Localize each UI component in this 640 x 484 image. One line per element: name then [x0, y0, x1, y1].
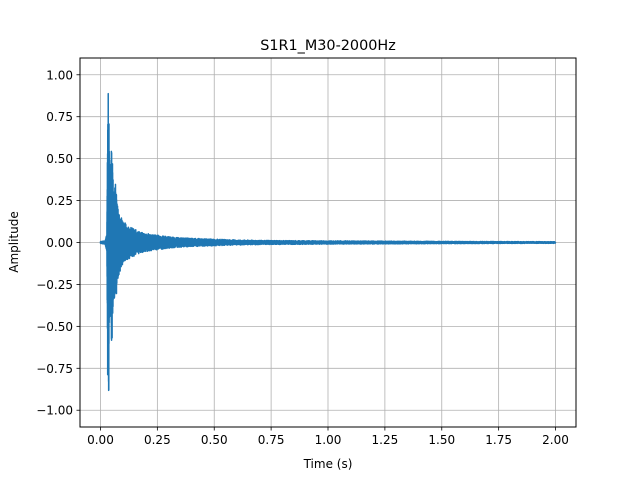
x-tick-label: 2.00 — [542, 433, 569, 447]
y-tick-label: −1.00 — [36, 404, 73, 418]
y-tick-label: 0.25 — [46, 194, 73, 208]
waveform-line — [99, 92, 557, 392]
x-axis-ticks: 0.00 0.25 0.50 0.75 1.00 1.25 1.50 1.75 2.00 — [87, 427, 569, 447]
x-tick-label: 1.00 — [315, 433, 342, 447]
y-tick-label: 0.00 — [46, 236, 73, 250]
x-tick-label: 0.50 — [201, 433, 228, 447]
chart-title: S1R1_M30-2000Hz — [260, 38, 396, 54]
x-axis-label: Time (s) — [303, 457, 353, 471]
x-tick-label: 0.00 — [87, 433, 114, 447]
plot-area — [99, 92, 557, 392]
y-tick-label: 0.50 — [46, 152, 73, 166]
x-tick-label: 1.25 — [372, 433, 399, 447]
y-axis-label: Amplitude — [7, 211, 21, 273]
y-tick-label: −0.50 — [36, 320, 73, 334]
x-tick-label: 1.50 — [428, 433, 455, 447]
x-tick-label: 1.75 — [485, 433, 512, 447]
y-axis-ticks: −1.00 −0.75 −0.50 −0.25 0.00 0.25 0.50 0.75 1.00 — [36, 68, 80, 418]
y-tick-label: −0.25 — [36, 278, 73, 292]
y-tick-label: 0.75 — [46, 110, 73, 124]
y-tick-label: −0.75 — [36, 362, 73, 376]
y-tick-label: 1.00 — [46, 68, 73, 82]
x-tick-label: 0.25 — [144, 433, 171, 447]
x-tick-label: 0.75 — [258, 433, 285, 447]
